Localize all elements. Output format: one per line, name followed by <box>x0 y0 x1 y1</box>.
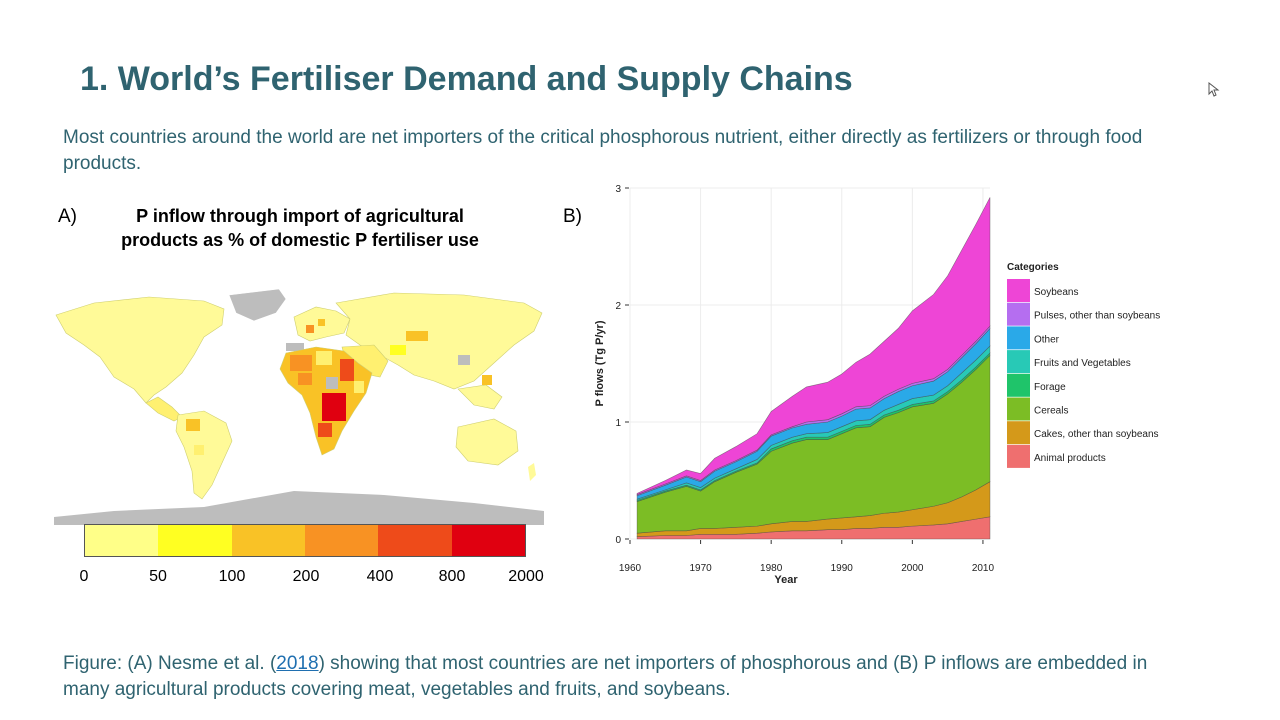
legend-label: Pulses, other than soybeans <box>1034 311 1160 322</box>
legend-label: Animal products <box>1034 453 1106 464</box>
intro-text: Most countries around the world are net … <box>63 127 1143 174</box>
legend-tick-label: 50 <box>149 568 167 585</box>
map-central-america <box>145 396 183 422</box>
citation-link[interactable]: 2018 <box>276 653 319 674</box>
legend-tick-label: 200 <box>292 568 320 585</box>
legend-tick-label: 100 <box>218 568 246 585</box>
legend-label: Cakes, other than soybeans <box>1034 429 1159 440</box>
stacked-area-chart: 0 1 2 3 1960 1970 1980 1990 2000 2010 Year P flows … <box>594 184 1160 586</box>
x-tick-label: 1990 <box>831 563 854 574</box>
legend-label: Cereals <box>1034 406 1068 417</box>
panel-a-label: A) <box>58 206 77 227</box>
y-tick-label: 1 <box>615 418 621 429</box>
legend-label: Soybeans <box>1034 287 1078 298</box>
map-antarctica <box>54 491 544 525</box>
slide-title: 1. World’s Fertiliser Demand and Supply … <box>80 60 853 98</box>
legend-swatch <box>1007 350 1030 374</box>
map-australia <box>455 418 519 466</box>
x-tick-label: 2010 <box>972 563 995 574</box>
x-tick-label: 1960 <box>619 563 642 574</box>
world-map <box>54 285 544 530</box>
y-tick-label: 3 <box>615 184 621 195</box>
legend-title: Categories <box>1007 262 1059 273</box>
legend-swatch <box>1007 444 1030 468</box>
x-axis-label: Year <box>774 574 798 586</box>
legend-swatch <box>85 525 159 556</box>
x-tick-label: 1980 <box>760 563 783 574</box>
legend-swatch <box>1007 421 1030 445</box>
map-title: P inflow through import of agricultural … <box>90 204 510 252</box>
legend-swatch <box>1007 326 1030 350</box>
x-tick-label: 2000 <box>901 563 924 574</box>
map-new-zealand <box>528 463 536 481</box>
legend-swatch <box>451 525 525 556</box>
legend-swatch <box>1007 397 1030 421</box>
series-area-soybeans <box>636 197 991 495</box>
caption-prefix: Figure: (A) Nesme et al. ( <box>63 653 277 674</box>
map-greenland <box>228 288 287 322</box>
legend-label: Forage <box>1034 382 1066 393</box>
figure-caption: Figure: (A) Nesme et al. (2018) showing … <box>63 651 1183 703</box>
legend-swatch <box>1007 373 1030 397</box>
map-color-legend <box>84 524 526 557</box>
map-title-line1: P inflow through import of agricultural <box>136 206 464 226</box>
map-asia <box>335 292 543 390</box>
legend-swatch <box>1007 302 1030 326</box>
map-se-asia <box>457 384 503 410</box>
legend-swatch <box>304 525 379 556</box>
legend-tick-label: 2000 <box>508 568 544 585</box>
map-title-line2: products as % of domestic P fertiliser u… <box>121 230 479 250</box>
legend-swatch <box>158 525 232 556</box>
legend-label: Other <box>1034 334 1060 345</box>
map-north-america <box>55 296 225 404</box>
y-tick-label: 2 <box>615 301 621 312</box>
mouse-cursor-icon <box>1208 82 1220 97</box>
legend-tick-label: 0 <box>79 568 89 585</box>
y-axis-label: P flows (Tg P/yr) <box>594 320 606 406</box>
x-tick-label: 1970 <box>689 563 712 574</box>
panel-b-label: B) <box>563 206 582 227</box>
legend-tick-label: 400 <box>366 568 394 585</box>
caption-suffix: ) showing that most countries are net im… <box>63 653 1148 700</box>
legend-label: Fruits and Vegetables <box>1034 358 1131 369</box>
legend-swatch <box>1007 279 1030 302</box>
legend-swatch <box>231 525 305 556</box>
legend-swatch <box>378 525 452 556</box>
legend-tick-label: 800 <box>438 568 466 585</box>
y-tick-label: 0 <box>615 535 621 546</box>
